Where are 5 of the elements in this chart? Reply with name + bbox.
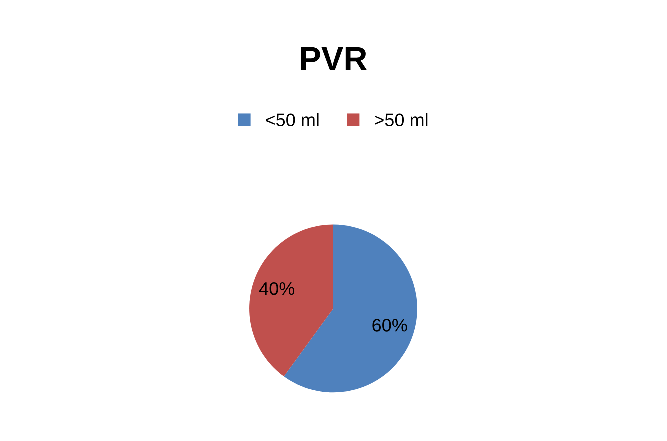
data-label: 40% xyxy=(259,282,295,296)
legend-label: <50 ml xyxy=(266,113,319,127)
data-label: 60% xyxy=(372,319,408,332)
legend-label: >50 ml xyxy=(375,113,428,127)
chart-title: PVR xyxy=(301,47,368,70)
